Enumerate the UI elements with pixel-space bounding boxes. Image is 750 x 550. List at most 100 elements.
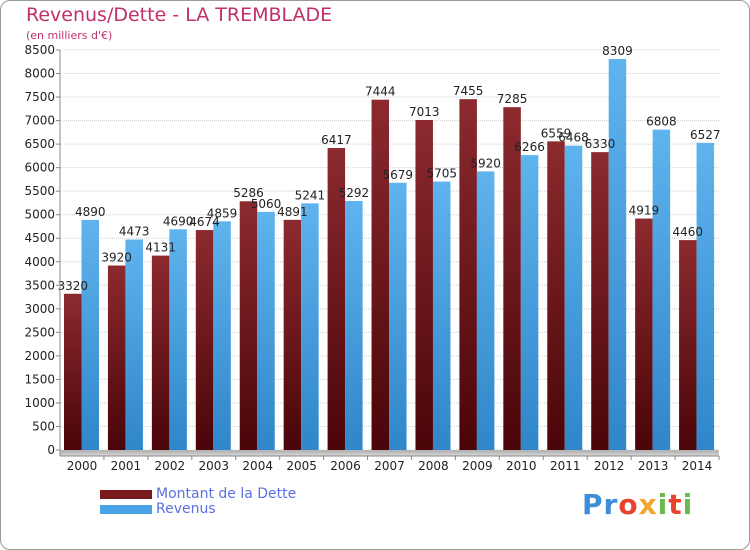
x-tick-label: 2004 <box>242 459 273 473</box>
data-label-revenue-2002: 4690 <box>163 214 194 228</box>
bar-debt-2011 <box>547 141 565 450</box>
bar-revenue-2013 <box>652 129 671 450</box>
y-tick-label: 0 <box>47 443 55 457</box>
y-tick-label: 6000 <box>24 161 55 175</box>
chart-title: Revenus/Dette - LA TREMBLADE <box>26 4 333 26</box>
data-label-debt-2009: 7455 <box>453 84 484 98</box>
x-tick-label: 2011 <box>550 459 581 473</box>
legend-swatch-revenue <box>100 505 152 514</box>
data-label-revenue-2000: 4890 <box>75 205 106 219</box>
data-label-debt-2004: 5286 <box>233 186 264 200</box>
y-tick-label: 6500 <box>24 137 55 151</box>
data-label-debt-2000: 3320 <box>57 279 88 293</box>
legend-swatch-debt <box>100 490 152 499</box>
bar-debt-2002 <box>151 255 170 450</box>
bar-debt-2012 <box>591 152 609 450</box>
bar-revenue-2012 <box>608 58 627 451</box>
data-label-debt-2006: 6417 <box>321 133 352 147</box>
data-label-revenue-2006: 5292 <box>339 186 370 200</box>
data-label-debt-2001: 3920 <box>101 251 132 265</box>
x-tick-label: 2010 <box>506 459 537 473</box>
bar-revenue-2006 <box>345 200 363 450</box>
y-tick-label: 5500 <box>24 184 55 198</box>
x-tick-label: 2014 <box>682 459 713 473</box>
x-tick-label: 2013 <box>638 459 669 473</box>
bar-debt-2014 <box>679 240 697 450</box>
bar-revenue-2008 <box>432 181 451 450</box>
y-tick-label: 1500 <box>24 372 55 386</box>
data-label-revenue-2010: 6266 <box>514 140 545 154</box>
data-label-revenue-2008: 5705 <box>426 167 457 181</box>
y-tick-label: 8500 <box>24 43 55 57</box>
bar-debt-2005 <box>283 219 302 450</box>
bar-revenue-2014 <box>696 142 715 451</box>
y-tick-label: 2500 <box>24 325 55 339</box>
chart-subtitle: (en milliers d'€) <box>26 29 113 42</box>
y-tick-label: 4000 <box>24 255 55 269</box>
data-label-revenue-2014: 6527 <box>690 128 721 142</box>
data-label-debt-2012: 6330 <box>585 137 616 151</box>
grid-lines <box>60 49 719 456</box>
x-tick-label: 2005 <box>286 459 317 473</box>
y-tick-label: 7500 <box>24 90 55 104</box>
y-tick-label: 3000 <box>24 302 55 316</box>
x-tick-label: 2007 <box>374 459 405 473</box>
bar-debt-2009 <box>459 99 477 451</box>
x-tick-label: 2006 <box>330 459 361 473</box>
x-tick-label: 2000 <box>67 459 98 473</box>
x-tick-label: 2012 <box>594 459 625 473</box>
data-label-debt-2007: 7444 <box>365 85 396 99</box>
bar-revenue-2005 <box>301 203 319 450</box>
bar-debt-2000 <box>64 293 82 450</box>
x-tick-label: 2003 <box>198 459 229 473</box>
bars <box>64 58 715 451</box>
legend-label-debt: Montant de la Dette <box>156 486 297 502</box>
y-tick-label: 2000 <box>24 349 55 363</box>
y-tick-label: 4500 <box>24 231 55 245</box>
x-tick-label: 2002 <box>155 459 186 473</box>
data-label-debt-2003: 4674 <box>189 215 220 229</box>
bar-debt-2007 <box>371 99 390 450</box>
data-label-revenue-2003: 4859 <box>207 206 238 220</box>
chart-floor <box>60 450 719 456</box>
data-label-debt-2014: 4460 <box>673 225 704 239</box>
x-tick-label: 2009 <box>462 459 493 473</box>
x-tick-label: 2008 <box>418 459 449 473</box>
y-tick-label: 5000 <box>24 208 55 222</box>
bar-debt-2013 <box>635 218 653 450</box>
bar-debt-2010 <box>503 107 521 451</box>
data-label-revenue-2011: 6468 <box>558 131 589 145</box>
y-tick-label: 500 <box>32 419 55 433</box>
y-tick-label: 7000 <box>24 114 55 128</box>
bar-debt-2006 <box>327 148 346 450</box>
bar-revenue-2003 <box>213 221 231 450</box>
bar-revenue-2002 <box>169 229 187 450</box>
data-label-debt-2013: 4919 <box>629 204 660 218</box>
bar-revenue-2001 <box>125 239 143 450</box>
data-label-revenue-2007: 5679 <box>383 168 414 182</box>
data-label-revenue-2005: 5241 <box>295 188 326 202</box>
bar-debt-2004 <box>239 201 258 450</box>
y-tick-label: 8000 <box>24 67 55 81</box>
bar-revenue-2010 <box>520 155 539 451</box>
data-label-revenue-2012: 8309 <box>602 44 633 58</box>
bar-revenue-2007 <box>389 182 407 451</box>
x-tick-label: 2001 <box>111 459 142 473</box>
bar-debt-2003 <box>195 230 214 450</box>
bar-debt-2001 <box>107 265 126 450</box>
data-label-debt-2011: 6559 <box>541 126 572 140</box>
data-label-revenue-2001: 4473 <box>119 225 150 239</box>
proxiti-logo: Proxiti <box>582 488 694 521</box>
y-tick-label: 3500 <box>24 278 55 292</box>
data-label-debt-2008: 7013 <box>409 105 440 119</box>
data-label-revenue-2004: 5060 <box>251 197 282 211</box>
bar-revenue-2004 <box>257 211 275 450</box>
data-label-revenue-2013: 6808 <box>646 115 677 129</box>
bar-revenue-2009 <box>476 171 495 451</box>
data-label-revenue-2009: 5920 <box>470 156 501 170</box>
axes: 0 500 1000 1500 2000 2500 3000 3500 4000 4500 5000… <box>24 43 720 473</box>
bar-revenue-2000 <box>81 219 99 450</box>
data-label-debt-2005: 4891 <box>277 205 308 219</box>
